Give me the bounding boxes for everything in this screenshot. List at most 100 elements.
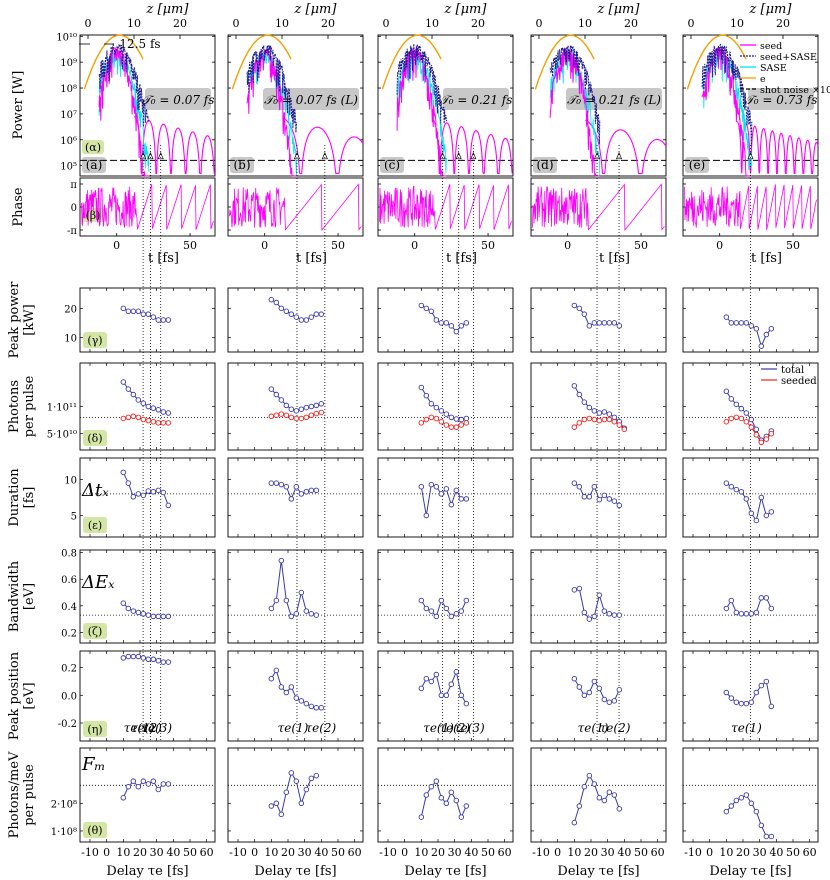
z-tick-label: 20 <box>173 17 187 30</box>
electron-profile-line <box>381 34 442 90</box>
photons-seeded-point <box>621 426 628 433</box>
photons-total-point <box>753 426 760 433</box>
legend-label: SASE <box>760 63 787 74</box>
duration-total-point <box>145 488 152 494</box>
electron-profile-line <box>83 34 144 90</box>
peak_power-total-point <box>453 328 460 335</box>
t-axis-title: t [fs] <box>751 251 782 266</box>
photons_per_mev-tick-label: 2·10⁸ <box>51 799 77 810</box>
bandwidth-total-point <box>443 605 450 612</box>
photons_per_mev-total-line <box>271 771 317 816</box>
peak_position-total-point <box>308 703 315 710</box>
photons_per_mev-axis-title: per pulse <box>22 764 37 826</box>
peak_power-total-point <box>140 311 147 317</box>
bandwidth-total-point <box>606 611 613 617</box>
bandwidth-total-point <box>150 613 157 620</box>
power-tick-label: 10⁶ <box>60 136 77 147</box>
duration-total-point <box>165 502 172 509</box>
bandwidth-total-point <box>165 613 172 620</box>
peak_position-total-point <box>453 669 460 675</box>
t-axis-title: t [fs] <box>599 251 630 266</box>
photons-total-point <box>160 409 167 415</box>
photons-total-point <box>458 416 465 423</box>
bandwidth-total-point <box>145 612 152 618</box>
photons_per_mev-total-point <box>738 795 745 801</box>
tau-marker <box>140 151 147 160</box>
condition-label-box <box>443 88 509 110</box>
panel-tag-box <box>82 157 106 173</box>
photons_per_mev-total-point <box>606 789 613 795</box>
photons-total-point <box>606 411 613 417</box>
photons-seeded-point <box>448 424 455 430</box>
t-tick-label: 50 <box>481 239 495 252</box>
photons-seeded-point <box>288 414 295 421</box>
peak_position-total-point <box>748 699 755 705</box>
peak_power-total-point <box>576 305 583 312</box>
peak_power-total-point <box>125 308 132 315</box>
photons_per_mev-total-point <box>418 814 425 820</box>
duration-frame <box>530 457 667 538</box>
photons_per_mev-total-point <box>150 778 157 784</box>
bandwidth-total-point <box>743 611 750 617</box>
seed-sase-line <box>98 42 150 127</box>
duration-total-point <box>428 481 435 488</box>
peak_position-total-point <box>418 685 425 692</box>
peak_power-total-point <box>303 317 310 323</box>
bandwidth-total-point <box>768 605 775 612</box>
delay-tick-label: 60 <box>651 846 665 859</box>
duration-total-point <box>268 480 275 486</box>
photons-total-point <box>738 405 745 412</box>
photons-total-point <box>601 409 608 415</box>
peak_power-frame <box>227 287 364 353</box>
photons_per_mev-total-point <box>313 772 320 779</box>
photons-frame <box>227 362 364 451</box>
phase-line <box>81 184 214 230</box>
peak_power-frame <box>377 287 514 353</box>
delay-tick-label: 0 <box>554 846 561 859</box>
peak_position-total-point <box>120 655 127 661</box>
z-axis-title: z [μm] <box>597 2 641 17</box>
peak_position-tick-label: 0.2 <box>61 664 77 675</box>
power-axis-title: Power [W] <box>11 71 26 140</box>
peak_position-total-point <box>278 684 285 690</box>
row-tag-box <box>83 623 107 639</box>
bandwidth-total-point <box>728 597 735 604</box>
photons-total-point <box>278 397 285 403</box>
duration-total-point <box>571 480 578 486</box>
peak_position-total-point <box>313 705 320 711</box>
z-tick-label: 0 <box>688 17 695 30</box>
tau-marker <box>470 151 477 160</box>
delay-tick-label: 20 <box>281 846 295 859</box>
peak_power-tick-label: 20 <box>64 304 77 315</box>
tau-label: τe(3) <box>141 721 172 735</box>
seed-tail-line <box>432 118 513 174</box>
photons-total-point <box>586 404 593 411</box>
duration-total-point <box>616 502 623 509</box>
panel-tag: (b) <box>233 158 250 172</box>
z-axis-title: z [μm] <box>444 2 488 17</box>
bandwidth-total-point <box>303 608 310 614</box>
tau-marker <box>147 151 154 160</box>
photons_per_mev-axis-title: Photons/meV <box>7 751 22 838</box>
bandwidth-total-point <box>616 612 623 618</box>
duration-total-point <box>723 480 730 486</box>
z-tick-label: 20 <box>471 17 485 30</box>
row-tag-box <box>83 332 107 348</box>
peak_position-total-point <box>125 653 132 660</box>
duration-tick-label: 5 <box>71 511 77 522</box>
photons_per_mev-symbol: Fₘ <box>81 754 106 775</box>
photons-seeded-point <box>768 430 775 437</box>
condition-label-box <box>748 88 814 110</box>
photons_per_mev-total-point <box>298 800 305 807</box>
row-tag: (ε) <box>88 519 102 532</box>
photons-seeded-point <box>453 424 460 430</box>
power-tick-label: 10⁹ <box>60 58 77 69</box>
photons-legend-label: seeded <box>781 376 817 387</box>
photons-total-point <box>728 396 735 402</box>
photons-seeded-point <box>318 409 325 416</box>
peak_position-total-point <box>763 678 770 685</box>
peak_power-total-point <box>160 317 167 323</box>
duration-total-point <box>758 494 765 501</box>
duration-total-point <box>453 487 460 494</box>
